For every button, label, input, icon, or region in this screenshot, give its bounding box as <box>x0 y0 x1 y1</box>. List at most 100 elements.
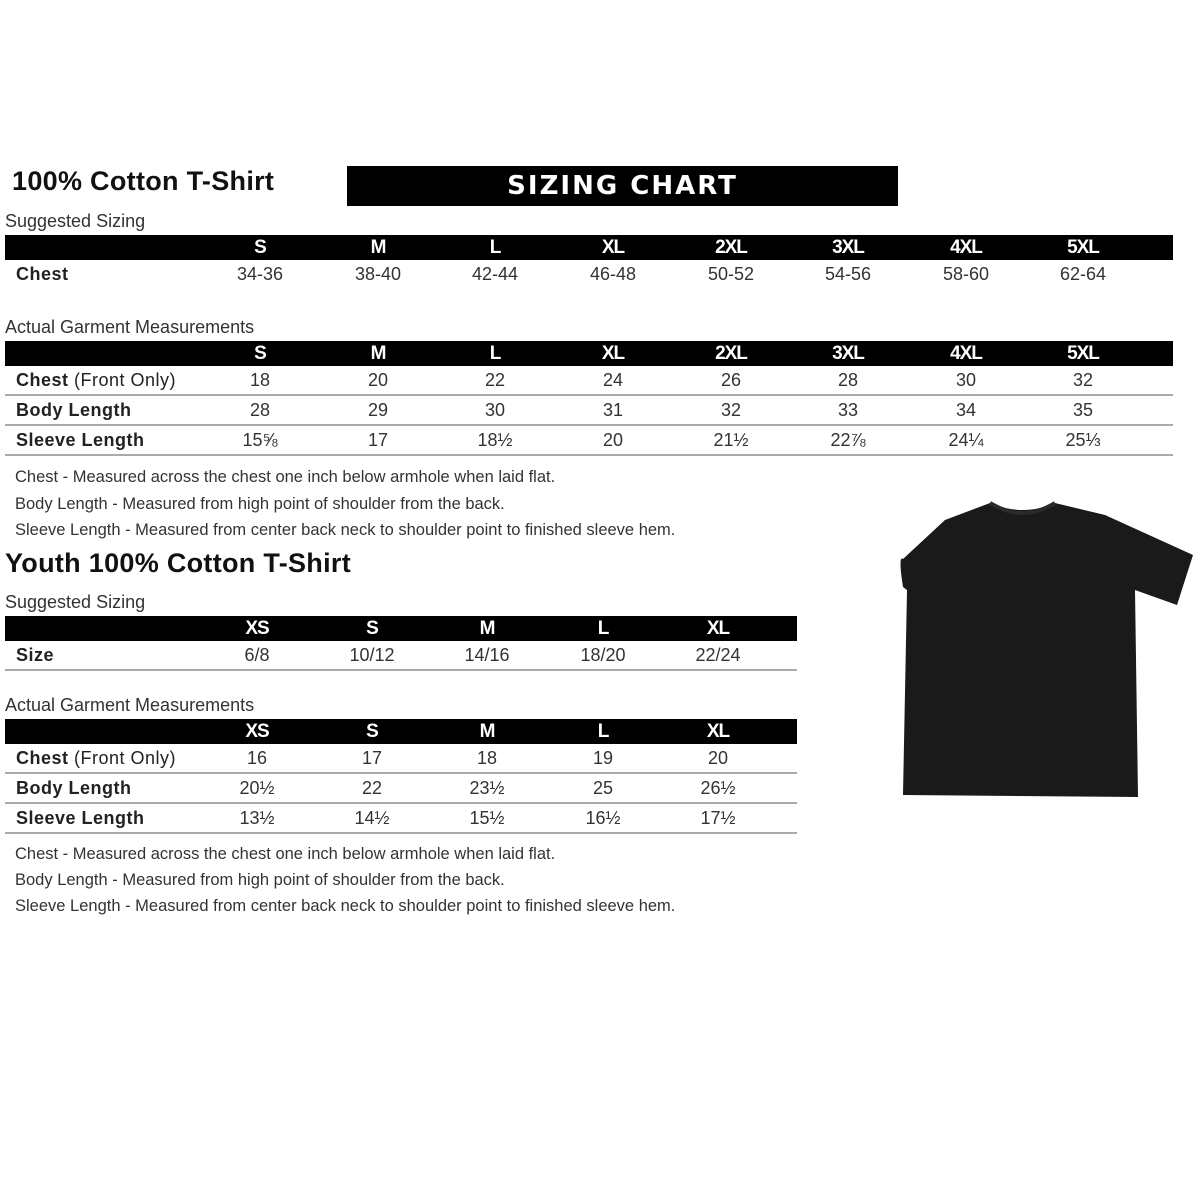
row-label: Size <box>16 641 54 669</box>
table-row: Body Length 28 29 30 31 32 33 34 35 <box>5 396 1173 426</box>
size-header: XL <box>706 721 730 742</box>
size-header: XL <box>601 343 625 364</box>
table-cell: 14/16 <box>464 645 510 665</box>
size-header: L <box>597 618 610 639</box>
table-cell: 32 <box>1072 370 1094 390</box>
row-label: Chest <box>16 260 69 288</box>
size-header: S <box>366 721 379 742</box>
table-cell: 22⅞ <box>830 430 866 450</box>
table-cell: 22 <box>361 778 383 798</box>
table-cell: 20 <box>367 370 389 390</box>
size-header: XL <box>601 237 625 258</box>
size-header: 5XL <box>1067 343 1100 364</box>
table-cell: 46-48 <box>589 264 637 284</box>
table-cell: 24 <box>602 370 624 390</box>
size-header: S <box>366 618 379 639</box>
table-cell: 58-60 <box>942 264 990 284</box>
table-cell: 21½ <box>713 430 749 450</box>
table-cell: 19 <box>592 748 614 768</box>
table-cell: 33 <box>837 400 859 420</box>
table-cell: 22 <box>484 370 506 390</box>
adult-note-body: Body Length - Measured from high point o… <box>15 495 505 513</box>
table-cell: 23½ <box>469 778 505 798</box>
size-header: 5XL <box>1067 237 1100 258</box>
size-header: S <box>254 237 267 258</box>
size-header: 3XL <box>832 343 865 364</box>
table-cell: 18 <box>249 370 271 390</box>
table-cell: 10/12 <box>349 645 395 665</box>
size-header: L <box>489 343 502 364</box>
size-header: M <box>370 237 387 258</box>
table-cell: 18/20 <box>580 645 626 665</box>
adult-actual-label: Actual Garment Measurements <box>5 317 255 337</box>
row-label-text: Size <box>16 645 55 665</box>
youth-suggested-label: Suggested Sizing <box>5 592 146 612</box>
table-cell: 28 <box>837 370 859 390</box>
size-header: XL <box>706 618 730 639</box>
table-cell: 15⅝ <box>242 430 278 450</box>
table-cell: 29 <box>367 400 389 420</box>
size-header: S <box>254 343 267 364</box>
header-row: XS S M L XL <box>5 719 797 744</box>
table-cell: 50-52 <box>707 264 755 284</box>
table-cell: 32 <box>720 400 742 420</box>
size-header: M <box>479 618 496 639</box>
youth-title: Youth 100% Cotton T-Shirt <box>5 548 351 578</box>
table-row: Chest (Front Only) 16 17 18 19 20 <box>5 744 797 774</box>
row-label-text: Body Length <box>16 400 132 420</box>
table-cell: 35 <box>1072 400 1094 420</box>
table-cell: 30 <box>484 400 506 420</box>
header-row: S M L XL 2XL 3XL 4XL 5XL <box>5 235 1173 260</box>
table-cell: 20 <box>602 430 624 450</box>
size-header: XS <box>245 721 269 742</box>
adult-suggested-table: S M L XL 2XL 3XL 4XL 5XL Chest 34-36 38-40 42-44 46-… <box>5 235 1173 288</box>
table-cell: 17½ <box>700 808 736 828</box>
table-cell: 17 <box>361 748 383 768</box>
table-row: Sleeve Length 13½ 14½ 15½ 16½ 17½ <box>5 804 797 834</box>
youth-note-sleeve: Sleeve Length - Measured from center bac… <box>15 897 676 915</box>
table-cell: 20½ <box>239 778 275 798</box>
size-header: 3XL <box>832 237 865 258</box>
header-row: XS S M L XL <box>5 616 797 641</box>
table-cell: 18½ <box>477 430 513 450</box>
size-header: 4XL <box>950 237 983 258</box>
table-cell: 25 <box>592 778 614 798</box>
table-cell: 54-56 <box>824 264 872 284</box>
row-label-note: (Front Only) <box>74 370 177 390</box>
header-row: S M L XL 2XL 3XL 4XL 5XL <box>5 341 1173 366</box>
tshirt-image <box>900 501 1193 797</box>
table-row: Body Length 20½ 22 23½ 25 26½ <box>5 774 797 804</box>
table-cell: 22/24 <box>695 645 741 665</box>
table-cell: 38-40 <box>354 264 402 284</box>
row-label: Body Length <box>16 396 132 424</box>
table-cell: 15½ <box>469 808 505 828</box>
table-cell: 16 <box>246 748 268 768</box>
row-label: Body Length <box>16 774 132 802</box>
adult-note-sleeve: Sleeve Length - Measured from center bac… <box>15 521 676 539</box>
adult-note-chest: Chest - Measured across the chest one in… <box>15 468 556 486</box>
table-row: Size 6/8 10/12 14/16 18/20 22/24 <box>5 641 797 671</box>
row-label: Sleeve Length <box>16 804 145 832</box>
row-label-text: Sleeve Length <box>16 430 145 450</box>
table-cell: 17 <box>367 430 389 450</box>
table-cell: 16½ <box>585 808 621 828</box>
table-row: Chest 34-36 38-40 42-44 46-48 50-52 54-56 58-60… <box>5 260 1173 288</box>
size-header: 4XL <box>950 343 983 364</box>
adult-title: 100% Cotton T-Shirt <box>12 166 275 196</box>
table-cell: 20 <box>707 748 729 768</box>
row-label-text: Sleeve Length <box>16 808 145 828</box>
size-header: L <box>597 721 610 742</box>
youth-suggested-table: XS S M L XL Size 6/8 10/12 14/16 18/20 22/24 <box>5 616 797 671</box>
table-cell: 6/8 <box>244 645 270 665</box>
table-cell: 13½ <box>239 808 275 828</box>
row-label-text: Body Length <box>16 778 132 798</box>
table-cell: 18 <box>476 748 498 768</box>
youth-actual-table: XS S M L XL Chest (Front Only) 16 17 18 19 20 Body … <box>5 719 797 834</box>
table-cell: 31 <box>602 400 624 420</box>
youth-actual-label: Actual Garment Measurements <box>5 695 255 715</box>
adult-actual-table: S M L XL 2XL 3XL 4XL 5XL Chest (Front Only) 18 20 2… <box>5 341 1173 456</box>
table-cell: 14½ <box>354 808 390 828</box>
sizing-chart-banner: SIZING CHART <box>347 166 898 206</box>
row-label-text: Chest <box>16 264 69 284</box>
